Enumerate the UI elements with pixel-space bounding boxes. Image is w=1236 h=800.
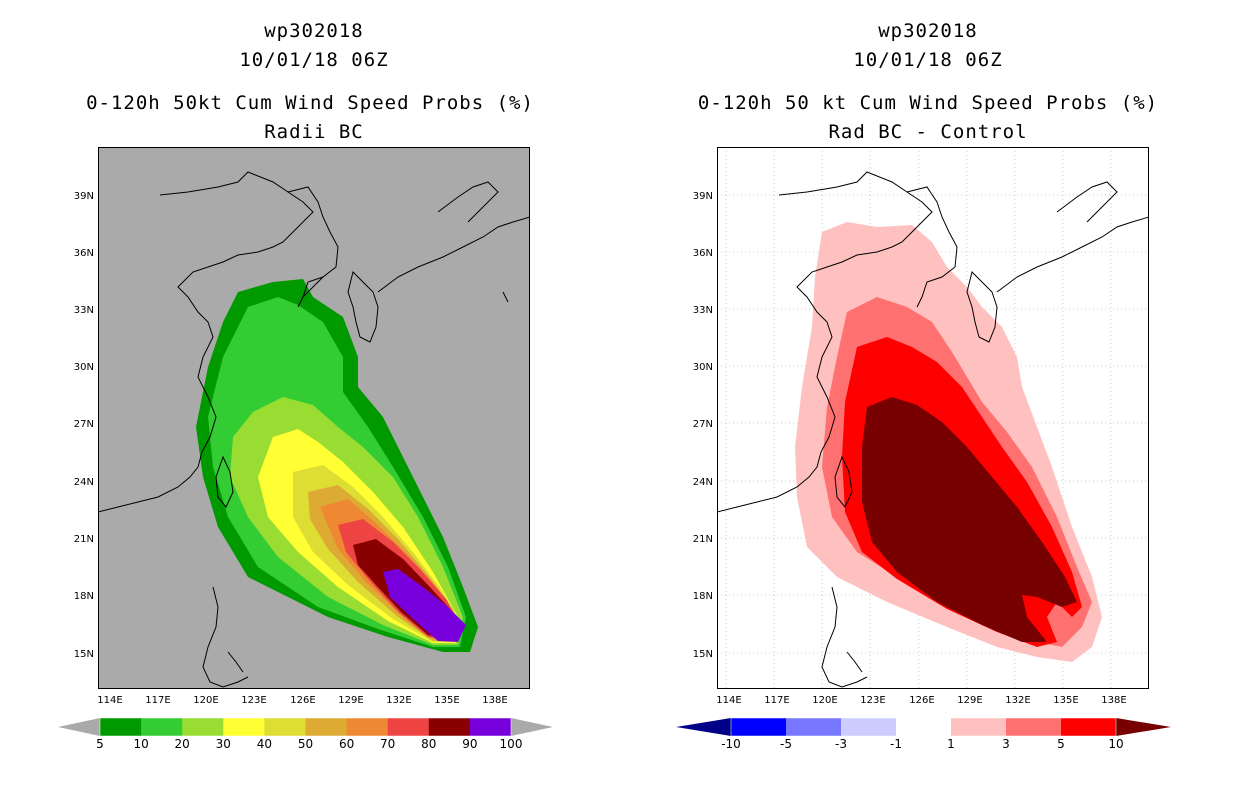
lat-label: 30N (74, 362, 94, 373)
colorbar-segment (305, 718, 348, 736)
lon-label: 120E (193, 695, 218, 706)
contour-90 (383, 569, 466, 642)
lat-label: 27N (693, 419, 713, 430)
left-colorbar (58, 718, 553, 737)
colorbar-label: 20 (174, 737, 190, 751)
left-title-storm: wp302018 (264, 20, 364, 42)
lat-label: 36N (74, 248, 94, 259)
lon-label: 135E (434, 695, 459, 706)
lat-label: 27N (74, 419, 94, 430)
colorbar-segment (264, 718, 306, 736)
left-title-subtitle: Radii BC (264, 121, 364, 143)
colorbar-arrow-high (1116, 718, 1171, 736)
lon-label: 117E (764, 695, 789, 706)
right-colorbar (676, 718, 1171, 737)
lat-label: 24N (693, 477, 713, 488)
lat-label: 24N (74, 477, 94, 488)
left-title-product: 0-120h 50kt Cum Wind Speed Probs (%) (86, 92, 534, 114)
right-difference-map (717, 147, 1149, 689)
lat-label: 39N (74, 191, 94, 202)
right-lon-labels: 114E 117E 120E 123E 126E 129E 132E 135E … (716, 695, 1126, 706)
colorbar-label: 30 (215, 737, 231, 751)
lon-label: 126E (290, 695, 315, 706)
colorbar-segment (182, 718, 224, 736)
colorbar-arrow-low (58, 718, 100, 736)
lon-label: 114E (97, 695, 122, 706)
lon-label: 120E (812, 695, 837, 706)
right-axis-frame (717, 147, 1149, 689)
colorbar-segment (346, 718, 389, 736)
colorbar-segment (141, 718, 183, 736)
colorbar-label: 10 (133, 737, 149, 751)
left-lat-labels: 39N 36N 33N 30N 27N 24N 21N 18N 15N (74, 191, 94, 660)
lat-label: 15N (693, 649, 713, 660)
colorbar-label: -10 (721, 737, 741, 751)
contour-10 (862, 397, 1077, 642)
lon-label: 138E (482, 695, 507, 706)
colorbar-label: 70 (380, 737, 396, 751)
colorbar-segment (786, 718, 842, 736)
colorbar-label: 90 (462, 737, 478, 751)
lon-label: 132E (1005, 695, 1030, 706)
colorbar-label: 50 (297, 737, 314, 751)
colorbar-arrow-high (511, 718, 553, 736)
lon-label: 123E (241, 695, 266, 706)
lat-label: 39N (693, 191, 713, 202)
colorbar-segment (428, 718, 471, 736)
lat-label: 33N (74, 305, 94, 316)
colorbar-label: 5 (1057, 737, 1065, 751)
colorbar-label: 60 (338, 737, 355, 751)
colorbar-label: 80 (421, 737, 437, 751)
lon-label: 123E (860, 695, 885, 706)
colorbar-label: 5 (96, 737, 104, 751)
right-title-storm: wp302018 (878, 20, 978, 42)
lat-label: 30N (693, 362, 713, 373)
colorbar-segment (896, 718, 952, 736)
colorbar-arrow-low (676, 718, 731, 736)
colorbar-label: 100 (499, 737, 523, 751)
left-lon-labels: 114E 117E 120E 123E 126E 129E 132E 135E … (97, 695, 507, 706)
right-title-date: 10/01/18 06Z (853, 49, 1003, 71)
lon-label: 132E (386, 695, 411, 706)
lat-label: 33N (693, 305, 713, 316)
colorbar-segment (223, 718, 265, 736)
lon-label: 135E (1053, 695, 1078, 706)
lat-label: 21N (693, 534, 713, 545)
colorbar-label: 10 (1108, 737, 1124, 751)
colorbar-segment (100, 718, 142, 736)
colorbar-segment (387, 718, 430, 736)
colorbar-label: 40 (256, 737, 273, 751)
right-title-subtitle: Rad BC - Control (828, 121, 1028, 143)
colorbar-segment (841, 718, 897, 736)
left-probability-map (98, 147, 530, 689)
colorbar-label: -5 (780, 737, 792, 751)
lon-label: 129E (957, 695, 982, 706)
colorbar-segment (1061, 718, 1117, 736)
lon-label: 138E (1101, 695, 1126, 706)
lon-label: 129E (338, 695, 363, 706)
colorbar-label: -3 (835, 737, 847, 751)
lon-label: 117E (145, 695, 170, 706)
colorbar-label: 1 (947, 737, 955, 751)
left-title-date: 10/01/18 06Z (239, 49, 389, 71)
lat-label: 21N (74, 534, 94, 545)
right-title-product: 0-120h 50 kt Cum Wind Speed Probs (%) (697, 92, 1159, 114)
right-lat-labels: 39N 36N 33N 30N 27N 24N 21N 18N 15N (693, 191, 713, 660)
colorbar-segment (731, 718, 787, 736)
lon-label: 114E (716, 695, 741, 706)
colorbar-segment (469, 718, 512, 736)
colorbar-label: -1 (890, 737, 902, 751)
lat-label: 36N (693, 248, 713, 259)
coastlines (717, 171, 1149, 688)
coastlines (98, 171, 530, 688)
lat-label: 18N (693, 591, 713, 602)
colorbar-label: 3 (1002, 737, 1010, 751)
lat-label: 15N (74, 649, 94, 660)
colorbar-segment (1006, 718, 1062, 736)
colorbar-segment (951, 718, 1007, 736)
left-axis-frame (98, 147, 530, 689)
lat-label: 18N (74, 591, 94, 602)
lon-label: 126E (909, 695, 934, 706)
